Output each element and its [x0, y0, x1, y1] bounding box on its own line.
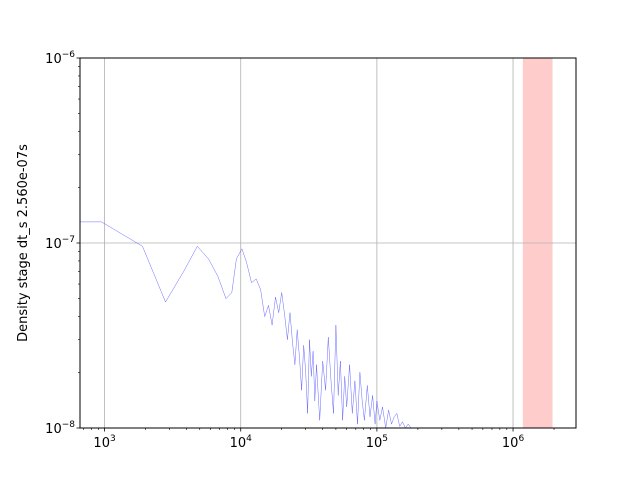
x-tick-label: 105	[366, 434, 388, 451]
y-tick-label: 10−6	[45, 50, 75, 67]
y-tick-label: 10−7	[45, 235, 75, 252]
x-tick-label: 103	[93, 434, 115, 451]
density-series-line	[80, 221, 412, 428]
x-tick-label: 106	[502, 434, 525, 451]
y-axis-label: Density stage dt_s 2.560e-07s	[16, 144, 31, 342]
y-tick-label: 10−8	[45, 420, 75, 437]
series-layer	[80, 221, 412, 428]
tick-layer: 103 104 105 106 10−8 10−7 10−6	[45, 50, 555, 451]
x-tick-label: 104	[230, 434, 253, 451]
